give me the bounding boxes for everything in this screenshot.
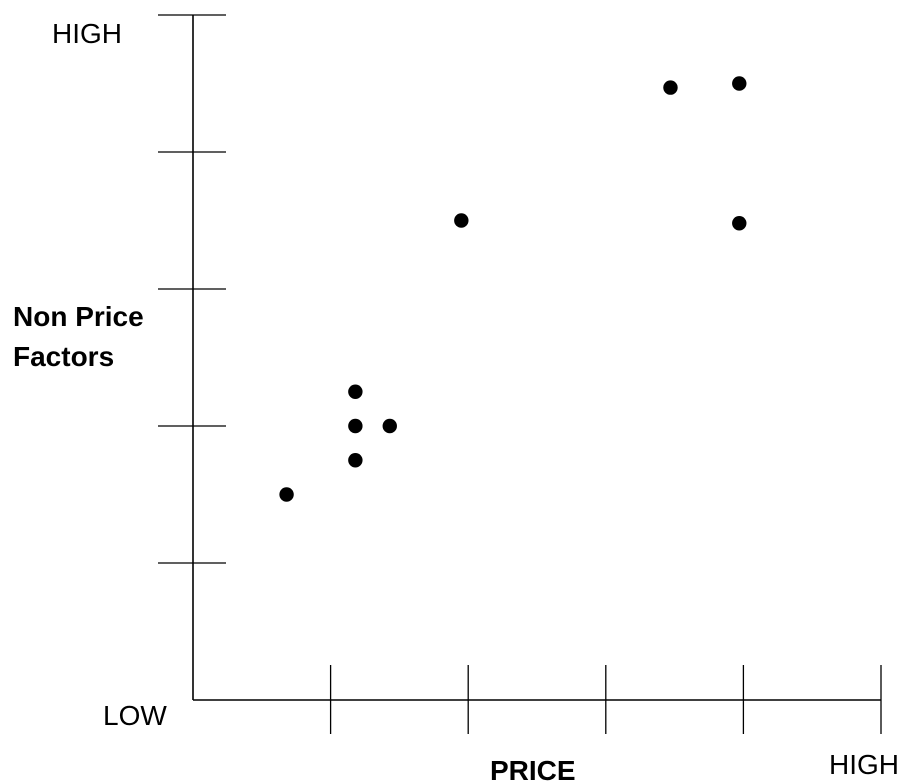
points-layer bbox=[279, 76, 747, 502]
data-point-2 bbox=[348, 453, 363, 468]
data-point-7 bbox=[663, 80, 678, 95]
data-point-9 bbox=[732, 216, 747, 231]
data-point-3 bbox=[348, 418, 363, 434]
x-axis-title: PRICE bbox=[490, 755, 576, 782]
data-point-5 bbox=[382, 418, 397, 434]
y-axis-title-line-2: Factors bbox=[13, 341, 114, 372]
x-axis-low-label: LOW bbox=[103, 700, 167, 731]
data-point-4 bbox=[348, 384, 363, 399]
data-point-8 bbox=[732, 76, 747, 91]
data-point-6 bbox=[454, 213, 469, 228]
y-axis-high-label: HIGH bbox=[52, 18, 122, 49]
ticks-layer bbox=[158, 14, 882, 734]
y-axis-title-line-1: Non Price bbox=[13, 301, 144, 332]
data-point-1 bbox=[279, 487, 294, 502]
x-axis-high-label: HIGH bbox=[829, 749, 899, 780]
